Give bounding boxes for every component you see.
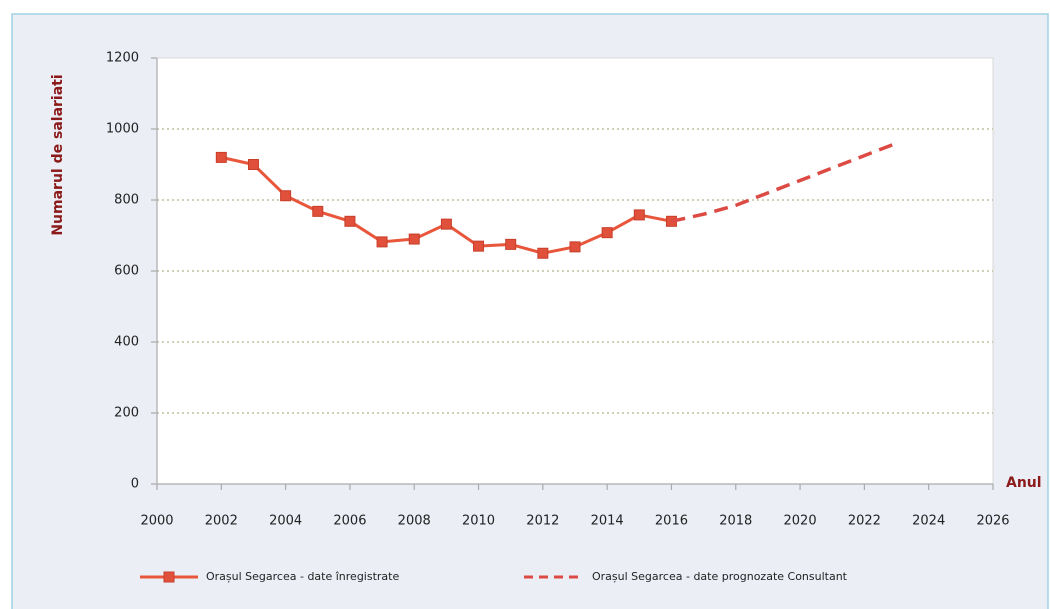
x-tick-label: 2004 bbox=[269, 514, 302, 529]
marker bbox=[633, 209, 645, 221]
marker bbox=[505, 238, 517, 250]
x-tick-label: 2026 bbox=[976, 514, 1009, 529]
x-tick-label: 2010 bbox=[462, 514, 495, 529]
y-axis-label: Numarul de salariati bbox=[50, 74, 66, 235]
y-tick-label: 800 bbox=[114, 193, 139, 208]
y-tick-label: 1000 bbox=[106, 122, 139, 137]
y-tick-label: 1200 bbox=[106, 51, 139, 66]
x-tick-label: 2024 bbox=[912, 514, 945, 529]
y-tick-label: 600 bbox=[114, 264, 139, 279]
series-line bbox=[671, 141, 898, 224]
legend-marker bbox=[163, 571, 175, 583]
marker bbox=[344, 215, 356, 227]
x-tick-label: 2014 bbox=[591, 514, 624, 529]
y-tick-label: 0 bbox=[131, 477, 139, 492]
legend-label: Orașul Segarcea - date înregistrate bbox=[206, 570, 399, 583]
marker bbox=[376, 236, 388, 248]
marker bbox=[280, 190, 292, 202]
marker bbox=[537, 247, 549, 259]
marker bbox=[473, 240, 485, 252]
marker bbox=[215, 151, 227, 163]
marker bbox=[408, 233, 420, 245]
y-tick-label: 200 bbox=[114, 406, 139, 421]
x-tick-label: 2020 bbox=[784, 514, 817, 529]
x-tick-label: 2018 bbox=[719, 514, 752, 529]
marker bbox=[601, 227, 613, 239]
marker bbox=[569, 241, 581, 253]
x-tick-label: 2008 bbox=[398, 514, 431, 529]
x-tick-label: 2002 bbox=[205, 514, 238, 529]
y-tick-label: 400 bbox=[114, 335, 139, 350]
x-tick-label: 2012 bbox=[526, 514, 559, 529]
x-tick-label: 2006 bbox=[333, 514, 366, 529]
marker bbox=[312, 205, 324, 217]
x-tick-label: 2022 bbox=[848, 514, 881, 529]
x-tick-label: 2016 bbox=[655, 514, 688, 529]
x-tick-label: 2000 bbox=[140, 514, 173, 529]
marker bbox=[247, 159, 259, 170]
marker bbox=[440, 218, 452, 230]
legend-label: Orașul Segarcea - date prognozate Consul… bbox=[592, 570, 848, 583]
x-axis-label: Anul bbox=[1006, 475, 1042, 491]
